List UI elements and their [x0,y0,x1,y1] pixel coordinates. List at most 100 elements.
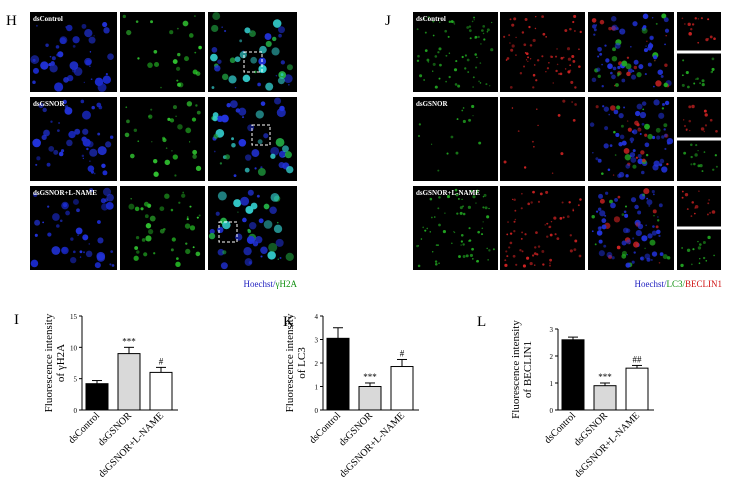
cell [474,53,477,56]
cell [272,19,282,28]
cell [162,138,167,143]
cell [151,141,153,143]
cell [66,139,73,147]
y-axis-title-line: Fluorescence intensity [43,313,55,412]
cell [697,41,700,44]
image-label: dsGSNOR [416,100,448,108]
cell [684,23,686,25]
panel-label: I [14,312,19,328]
y-axis-title-line: Fluorescence intensity [284,313,296,412]
cell [34,219,41,226]
cell [461,198,463,200]
cell [601,172,604,175]
cell [430,216,433,219]
cell [701,83,705,87]
cell [177,52,181,57]
cell [188,33,194,38]
cell [476,56,478,59]
cell [534,246,537,249]
cell [532,254,535,257]
zoom-box [243,51,263,73]
cell [589,122,595,127]
cell [477,230,480,234]
cell [486,215,490,219]
panel-label: J [385,13,391,29]
cell [655,80,662,87]
cell [514,209,517,212]
cell [657,69,664,75]
significance: # [159,356,164,366]
cell [217,191,227,201]
cell [438,47,442,51]
cell [527,202,530,206]
cell [233,174,237,178]
cell [278,26,285,34]
cell [256,194,260,198]
cell [625,262,631,268]
cell [437,169,440,172]
cell [447,35,450,38]
cell [424,229,427,232]
cell [508,246,511,249]
cell [85,250,93,258]
cell [137,140,140,143]
cell [651,251,658,257]
cell [175,66,181,71]
cell [247,189,254,196]
cell [592,152,594,154]
cell [242,217,247,223]
cell [145,223,152,229]
cell [503,160,507,164]
cell [273,224,283,234]
cell [224,29,227,33]
cell [539,192,543,196]
cell [437,51,440,54]
cell [688,119,692,123]
cell [572,118,576,122]
cell [254,167,257,170]
cell [437,244,439,247]
bar [625,367,649,411]
cell [471,257,474,260]
cell [601,218,607,224]
cell [698,262,701,265]
cell [537,245,541,248]
cell [567,57,572,61]
cell [569,64,572,67]
cell [70,256,77,264]
cell [681,17,684,20]
cell [607,63,613,70]
cell [167,117,171,121]
cell [713,254,715,257]
cell [555,69,558,73]
cell [479,62,482,64]
y-axis-title-line: of BECLIN1 [522,341,534,398]
cell [560,56,564,60]
micrograph [413,12,498,92]
cell [488,249,491,252]
caption: Hoechst/LC3/BECLIN1 [634,279,722,289]
cell [32,80,36,85]
cell [73,67,83,76]
cell [571,54,575,58]
y-tick-label: 5 [74,376,78,384]
cell [238,107,247,116]
cell [147,62,153,68]
cell [211,46,218,53]
bar [85,383,109,411]
cell [172,154,178,160]
cell [708,199,710,201]
cell [637,158,644,165]
cell [578,48,580,51]
cell [246,235,255,245]
cell [611,256,615,260]
image-label: dsControl [33,15,63,23]
cell [153,49,158,54]
cell [486,28,490,32]
cell [195,251,201,257]
cell [181,193,186,198]
cell [712,168,715,171]
cell [629,137,635,142]
cell [177,82,182,87]
cell [51,56,56,61]
